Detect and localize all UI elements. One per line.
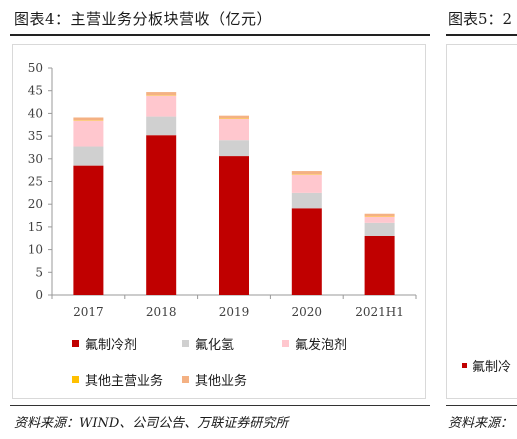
bar-segment: [146, 116, 177, 136]
next-source-note: 资料来源：: [448, 416, 514, 431]
y-tick-label: 35: [28, 129, 43, 143]
legend-item: 氟发泡剂: [282, 334, 347, 353]
legend-label: 其他业务: [195, 374, 248, 389]
next-title-rule: [446, 34, 517, 36]
legend-swatch: [72, 340, 79, 347]
legend-item: 其他业务: [182, 370, 247, 389]
legend-item: 氟制冷剂: [72, 334, 137, 353]
legend-swatch: [282, 340, 289, 347]
y-tick-label: 30: [28, 152, 43, 166]
bar-segment: [291, 171, 322, 175]
bar-segment: [73, 117, 104, 121]
legend-swatch: [182, 376, 189, 383]
source-note: 资料来源：WIND、公司公告、万联证券研究所: [14, 416, 289, 431]
x-tick-label: 2018: [146, 305, 177, 319]
bar-segment: [219, 156, 249, 295]
legend-label: 其他主营业务: [85, 374, 164, 389]
x-tick-label: 2019: [219, 305, 250, 319]
stacked-bar-chart: 0 5 10 15 20 25 30 35 40 45 50 2017 2018 2019 2020 2021…: [28, 61, 417, 319]
y-tick-label: 10: [28, 243, 43, 257]
bar-segment: [146, 135, 177, 295]
bar-segment: [219, 140, 249, 157]
y-tick-label: 25: [28, 175, 43, 189]
bar-segment: [73, 120, 104, 147]
bar-segment: [364, 222, 395, 236]
y-tick-label: 5: [35, 265, 43, 279]
next-source-rule: [446, 405, 517, 406]
legend-item: 其他主营业务: [72, 370, 163, 389]
bar-segment: [219, 115, 249, 119]
legend-label: 氟制冷剂: [85, 338, 138, 353]
bar-segment: [73, 165, 104, 295]
legend-swatch: [182, 340, 189, 347]
legend-item: 氟化氢: [182, 334, 234, 353]
bar-segment: [364, 235, 395, 295]
bar-segment: [364, 216, 395, 223]
bar-segment: [219, 118, 249, 141]
source-rule: [10, 405, 430, 406]
legend-label: 氟化氢: [195, 338, 235, 353]
next-figure-title: 图表5：2: [448, 10, 513, 28]
legend-swatch: [72, 376, 79, 383]
bar-segment: [291, 208, 322, 295]
bar-segment: [146, 95, 177, 117]
next-chart-frame: [446, 44, 517, 399]
y-tick-label: 40: [28, 106, 43, 120]
figure-title: 图表4：主营业务分板块营收（亿元）: [14, 10, 273, 28]
y-tick-label: 15: [28, 220, 43, 234]
y-tick-label: 50: [28, 61, 43, 75]
title-rule: [10, 34, 430, 36]
next-legend-item: 氟制冷: [462, 356, 511, 375]
x-tick-label: 2020: [292, 305, 323, 319]
x-tick-label: 2017: [73, 305, 104, 319]
next-legend-label: 氟制冷: [472, 360, 512, 375]
bar-segment: [291, 174, 322, 193]
bar-segment: [364, 213, 395, 217]
legend-label: 氟发泡剂: [295, 338, 348, 353]
x-tick-label: 2021H1: [355, 305, 404, 319]
bar-segment: [291, 192, 322, 209]
y-tick-label: 20: [28, 197, 43, 211]
y-tick-label: 0: [35, 288, 43, 302]
y-tick-label: 45: [28, 84, 43, 98]
bar-segment: [146, 92, 177, 96]
chart-frame: [12, 44, 426, 399]
bar-segment: [73, 146, 104, 166]
legend-swatch: [462, 363, 467, 368]
